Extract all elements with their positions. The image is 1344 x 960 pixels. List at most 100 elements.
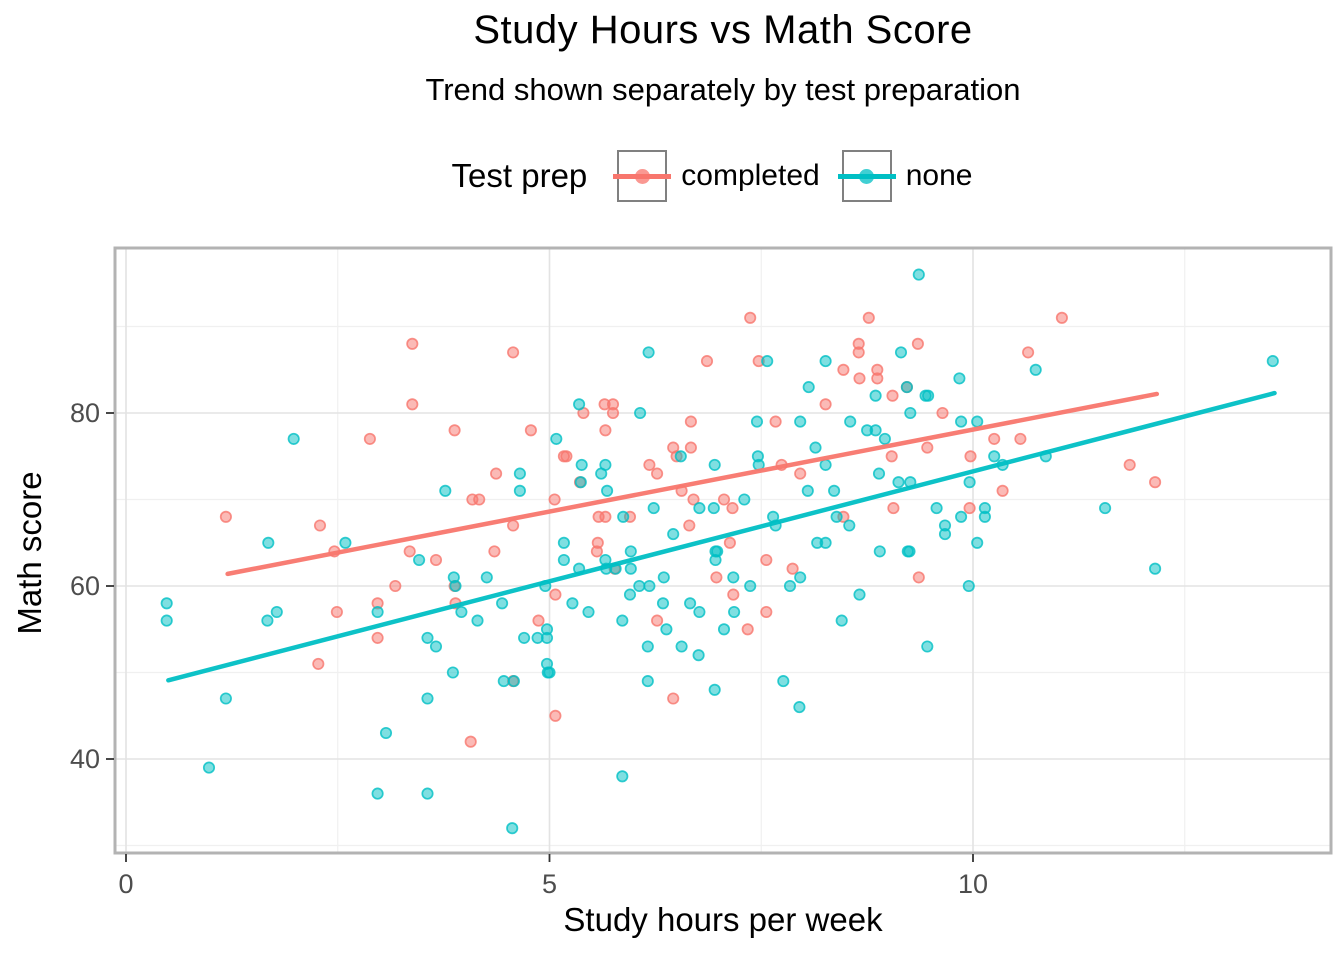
scatter-point-completed [406, 398, 419, 411]
scatter-point-none [872, 467, 886, 480]
scatter-point-none [894, 346, 908, 359]
scatter-point-none [707, 502, 720, 515]
scatter-point-none [439, 484, 452, 497]
scatter-point-none [963, 476, 976, 489]
scatter-point-completed [964, 450, 977, 463]
scatter-point-none [496, 597, 509, 610]
scatter-point-none [634, 406, 647, 420]
y-axis-tick-label: 40 [70, 744, 100, 774]
scatter-point-none [878, 432, 891, 445]
scatter-point-none [955, 510, 968, 523]
scatter-point-completed [448, 424, 461, 437]
scatter-point-completed [717, 493, 731, 506]
y-axis-tick-label: 80 [70, 398, 100, 428]
scatter-point-completed [684, 441, 697, 454]
legend-label-none: none [905, 159, 973, 192]
legend-item-none: none [837, 150, 973, 202]
scatter-point-completed [532, 614, 545, 627]
scatter-point-none [978, 510, 991, 523]
scatter-point-none [819, 536, 832, 549]
scatter-point-none [904, 406, 917, 420]
scatter-point-completed [727, 588, 740, 601]
x-axis-tick-label: 0 [118, 869, 133, 899]
scatter-point-none [624, 545, 637, 558]
scatter-point-none [750, 415, 764, 428]
scatter-point-none [550, 432, 563, 445]
scatter-point-completed [549, 588, 562, 601]
scatter-point-none [617, 510, 630, 523]
scatter-point-none [379, 726, 393, 740]
scatter-point-none [692, 649, 705, 662]
scatter-point-completed [606, 406, 620, 420]
scatter-point-completed [219, 510, 232, 523]
scatter-point-completed [760, 605, 773, 619]
scatter-point-none [616, 614, 629, 627]
trend-line-none [166, 390, 1277, 683]
scatter-point-none [783, 579, 797, 593]
scatter-point-none [421, 692, 434, 705]
scatter-point-none [900, 381, 913, 394]
scatter-point-completed [996, 484, 1009, 497]
scatter-point-completed [330, 605, 343, 619]
scatter-point-none [843, 519, 856, 532]
y-axis-tick-label: 60 [70, 571, 100, 601]
scatter-point-none [557, 553, 570, 567]
scatter-point-none [869, 424, 882, 437]
scatter-point-none [971, 415, 984, 428]
scatter-point-none [738, 493, 751, 506]
scatter-point-completed [1014, 432, 1027, 445]
scatter-point-none [802, 381, 815, 394]
scatter-point-completed [988, 432, 1001, 445]
scatter-point-none [922, 389, 935, 402]
scatter-point-completed [862, 311, 875, 324]
scatter-point-none [599, 458, 612, 471]
trend-line-completed [225, 391, 1160, 577]
scatter-point-none [624, 562, 637, 575]
scatter-point-none [513, 467, 526, 480]
scatter-point-completed [726, 502, 739, 515]
scatter-point-none [873, 545, 886, 558]
scatter-point-none [574, 476, 587, 489]
scatter-point-completed [488, 545, 501, 558]
scatter-point-none [693, 502, 706, 515]
x-axis-tick-label: 10 [958, 869, 988, 899]
scatter-point-completed [723, 536, 736, 549]
x-axis-title: Study hours per week [563, 901, 883, 938]
scatter-point-none [601, 484, 614, 497]
scatter-point-none [623, 588, 637, 601]
scatter-point-none [455, 605, 468, 619]
scatter-point-none [728, 605, 741, 619]
scatter-point-none [656, 597, 670, 610]
scatter-point-none [921, 640, 934, 653]
scatter-point-completed [599, 424, 612, 437]
scatter-point-completed [313, 519, 327, 532]
scatter-point-completed [549, 709, 562, 722]
scatter-point-completed [819, 398, 832, 411]
legend-label-completed: completed [681, 159, 820, 192]
legend-key-completed-icon [613, 150, 672, 202]
scatter-point-completed [921, 441, 934, 454]
scatter-point-none [657, 571, 670, 584]
scatter-point-none [744, 579, 757, 593]
scatter-point-completed [312, 657, 325, 670]
scatter-point-none [853, 588, 866, 601]
scatter-point-none [971, 536, 984, 549]
scatter-point-completed [1149, 476, 1162, 489]
scatter-point-none [1149, 562, 1162, 575]
scatter-point-none [660, 623, 673, 636]
scatter-point-none [497, 675, 510, 688]
scatter-point-none [642, 346, 655, 359]
scatter-point-completed [852, 346, 865, 359]
scatter-point-none [371, 605, 384, 619]
scatter-point-none [869, 389, 882, 402]
scatter-point-none [202, 761, 216, 774]
scatter-point-none [801, 484, 814, 497]
scatter-point-completed [684, 415, 697, 428]
x-axis-tick-label: 5 [542, 869, 557, 899]
scatter-point-completed [363, 432, 376, 445]
scatter-point-completed [429, 553, 443, 567]
scatter-point-completed [548, 493, 561, 506]
scatter-point-none [953, 372, 966, 385]
